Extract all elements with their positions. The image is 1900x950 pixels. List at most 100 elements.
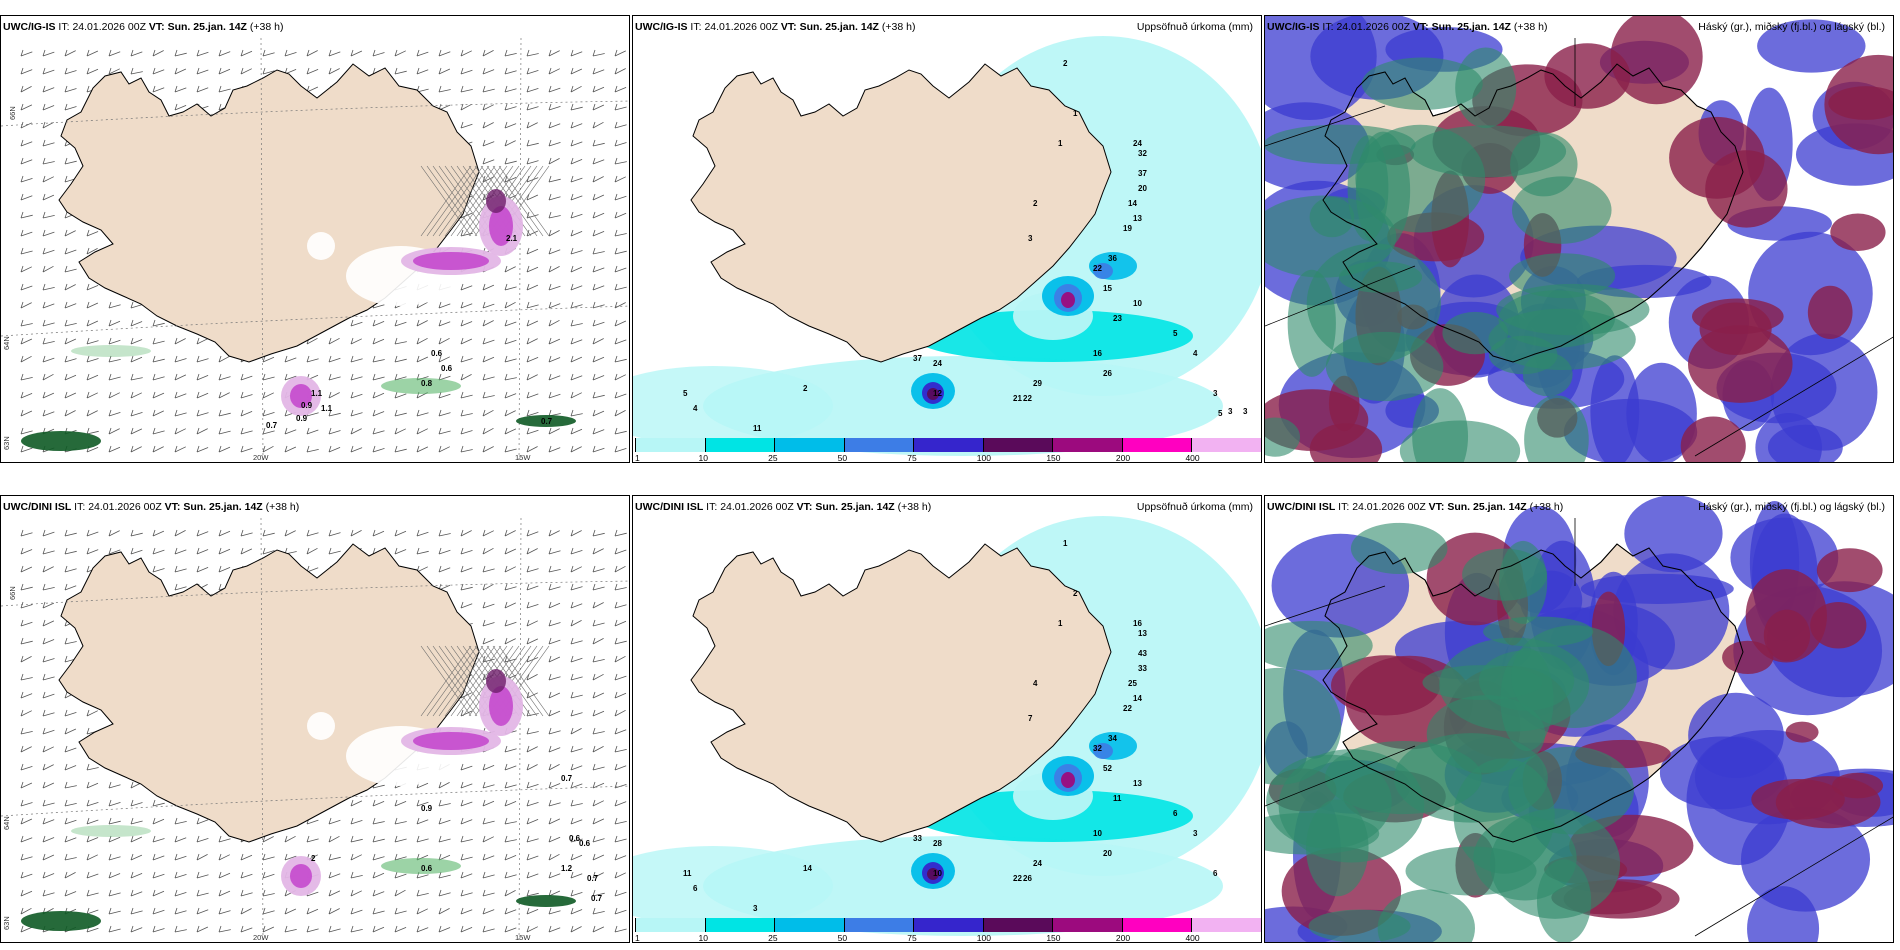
wind-barb-flag: [614, 139, 618, 147]
wind-barb: [372, 910, 385, 915]
wind-barb-flag: [394, 337, 398, 345]
model-name: UWC/IG-IS: [1267, 21, 1320, 33]
wind-barb-flag: [240, 445, 244, 453]
lat-line-64n: [1, 785, 629, 817]
wind-barb-flag: [372, 49, 376, 57]
colorbar-tick-label: 100: [976, 453, 991, 463]
wind-barb-flag: [504, 265, 508, 273]
wind-barb-flag: [152, 427, 156, 435]
wind-barb-flag: [174, 565, 178, 573]
wind-barb: [548, 802, 561, 807]
wind-barb-flag: [20, 889, 24, 897]
colorbar-tick-label: 1: [635, 453, 640, 463]
wind-barb: [86, 837, 99, 843]
panel-precip-top: UWC/IG-IS IT: 24.01.2026 00Z VT: Sun. 25…: [632, 15, 1262, 463]
wind-barb-flag: [460, 283, 464, 291]
wind-barb: [306, 69, 319, 75]
colorbar-tick-label: 400: [1185, 453, 1200, 463]
wind-barb-flag: [570, 799, 574, 807]
wind-barb: [570, 266, 583, 273]
wind-barb: [548, 747, 561, 753]
wind-barb-flag: [152, 355, 156, 363]
wind-barb: [130, 428, 143, 435]
wind-barb: [570, 304, 583, 309]
wind-barb-flag: [86, 49, 90, 57]
wind-barb: [196, 854, 208, 861]
wind-barb: [108, 549, 121, 555]
wind-barb: [504, 177, 517, 183]
wind-barb-flag: [262, 529, 266, 537]
wind-barb: [592, 267, 605, 273]
wind-barb-flag: [218, 373, 222, 381]
wind-barb: [306, 50, 318, 57]
wind-barb-flag: [42, 799, 46, 807]
wind-barb: [196, 69, 209, 75]
wind-barb-flag: [592, 619, 596, 627]
wind-barb: [284, 429, 297, 435]
wind-barb-flag: [372, 67, 376, 75]
hatch-line: [420, 165, 472, 237]
wind-barb-flag: [86, 85, 90, 93]
wind-barb: [64, 857, 77, 861]
wind-barb-flag: [20, 691, 24, 699]
wind-barb: [20, 549, 33, 555]
wind-barb-flag: [20, 583, 24, 591]
wind-barb-flag: [262, 445, 266, 453]
wind-barb-flag: [130, 319, 134, 327]
wind-barb-flag: [20, 763, 24, 771]
wind-barb-flag: [548, 907, 552, 915]
wind-barb-flag: [152, 799, 156, 807]
wind-barb-flag: [86, 889, 90, 897]
wind-barb: [152, 818, 165, 825]
wind-barb-flag: [570, 301, 574, 309]
wind-barb-flag: [174, 373, 178, 381]
precip-value: 13: [1133, 779, 1142, 788]
wind-barb: [614, 729, 627, 735]
precip-value: 5: [683, 389, 688, 398]
wind-barb-flag: [570, 763, 574, 771]
wind-barb-flag: [350, 853, 354, 861]
wind-barb: [592, 800, 604, 807]
wind-barb: [482, 176, 494, 183]
wind-barb: [614, 620, 627, 627]
snow-band-core: [413, 252, 489, 270]
wind-barb: [262, 356, 275, 363]
wind-barb-flag: [394, 835, 398, 843]
wind-barb: [526, 248, 539, 255]
wind-barb: [570, 603, 583, 609]
wind-barb-flag: [152, 889, 156, 897]
it-label: IT:: [1338, 501, 1350, 513]
wind-barb: [20, 586, 33, 591]
wind-barb-flag: [504, 49, 508, 57]
wind-barb-flag: [482, 67, 486, 75]
wind-barb: [262, 550, 275, 555]
wind-barb: [482, 765, 495, 771]
panel-precip-bottom: UWC/DINI ISL IT: 24.01.2026 00Z VT: Sun.…: [632, 495, 1262, 943]
wind-barb: [504, 821, 517, 825]
wind-barb-flag: [504, 799, 508, 807]
wind-panel-value: 0.7: [266, 421, 278, 430]
wind-barb-flag: [416, 409, 420, 417]
wind-barb-flag: [482, 781, 486, 789]
wind-barb-flag: [592, 175, 596, 183]
wind-barb: [592, 638, 604, 645]
wind-barb: [614, 532, 627, 537]
wind-barb: [570, 803, 583, 807]
colorbar-swatch: [1052, 438, 1122, 452]
wind-barb-flag: [20, 391, 24, 399]
wind-barb-flag: [20, 247, 24, 255]
wind-barb-flag: [482, 301, 486, 309]
iceland-outline: [1322, 543, 1744, 843]
wind-barb: [614, 872, 626, 879]
wind-barb: [218, 872, 231, 879]
precip-value: 5: [1218, 409, 1223, 418]
wind-barb: [526, 106, 539, 111]
wind-barb-flag: [460, 709, 464, 717]
wind-barb: [548, 68, 560, 75]
high-cloud: [1377, 889, 1475, 942]
precip-value: 3: [1193, 829, 1198, 838]
wind-barb: [438, 892, 451, 897]
wind-barb: [372, 376, 385, 381]
wind-barb: [262, 392, 274, 399]
wind-barb-flag: [394, 925, 398, 933]
